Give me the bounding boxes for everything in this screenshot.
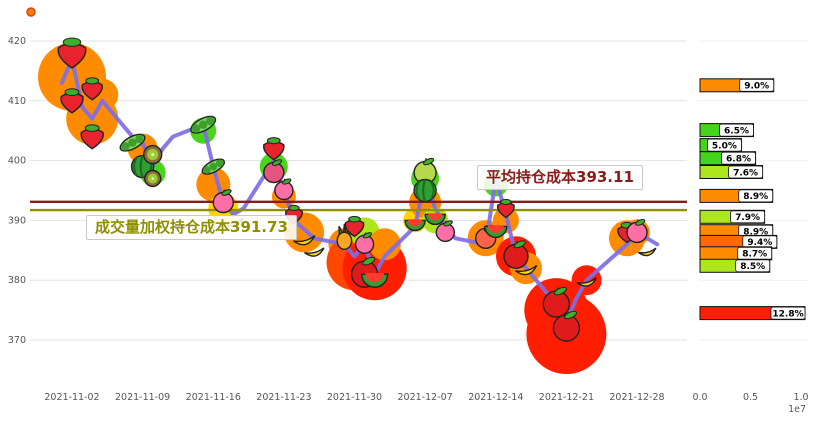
fruit-marker-banana [514,264,538,276]
fruit-marker-pomegranate [263,159,285,184]
fruit-marker-strawberry [496,198,515,219]
bar-label-box [730,210,765,224]
fruit-marker-watermelon-slice [484,225,508,239]
bar-label-box [707,138,742,152]
volume-profile-panel: 9.0%6.5%5.0%6.8%7.6%8.9%7.9%8.9%9.4%8.7%… [692,78,809,415]
y-tick-label: 420 [8,36,26,47]
y-tick-label: 410 [8,96,26,107]
fruit-marker-radish [435,220,455,243]
fruit-marker-pineapple [336,223,353,251]
fruit-marker-strawberry [81,77,104,101]
fruit-marker-radish [626,218,648,244]
fruit-marker-peas [201,158,226,175]
fruit-marker-watermelon [413,178,437,203]
vol-x-tick-label: 0.5 [743,392,758,403]
fruit-marker-banana [293,235,316,246]
bar-pct-label: 12.8% [772,309,803,319]
bar-pct-label: 5.0% [712,141,737,151]
fruit-marker-watermelon-slice [360,273,389,288]
fruit-marker-strawberry [262,137,285,161]
bar-label-box [738,189,774,203]
avg-cost-annotation: 平均持仓成本393.11 [477,165,643,190]
vol-x-tick-label: 0.0 [692,392,707,403]
y-tick-label: 390 [8,215,26,226]
bar-pct-label: 8.9% [743,228,768,238]
x-tick-label: 2021-12-28 [609,392,664,403]
x-tick-label: 2021-11-23 [256,392,311,403]
bar-pct-label: 9.0% [744,82,769,92]
x-tick-label: 2021-11-02 [44,392,99,403]
watermark-dot [26,7,36,17]
x-tick-label: 2021-11-30 [327,392,382,403]
vol-axis-unit-label: 1e7 [788,404,806,415]
y-tick-label: 400 [8,156,26,167]
fruit-marker-radish [354,232,375,255]
y-axis-labels: 370 380 390 400 410 420 [8,36,26,346]
fruit-marker-strawberry [57,37,87,69]
bar-label-box [728,165,763,179]
x-tick-label: 2021-11-09 [115,392,170,403]
fruit-marker-banana [637,247,657,257]
fruit-marker-peas [190,115,217,134]
bar-label-box [735,259,771,273]
bar-label-box [739,78,775,92]
fruit-marker-watermelon-slice [404,219,426,232]
fruit-marker-strawberry [60,88,84,114]
fruit-marker-banana [304,247,325,257]
bar-label-box [719,123,754,137]
fruit-marker-radish [212,189,235,214]
bar-label-box [770,306,806,320]
bar-pct-label: 9.4% [747,238,772,248]
fruit-markers [57,37,657,342]
fruit-marker-kiwi [142,144,163,165]
vwap-cost-annotation: 成交量加权持仓成本391.73 [86,215,297,240]
x-tick-label: 2021-12-21 [539,392,594,403]
volume-bubble [368,228,401,261]
fruit-marker-strawberry [344,215,365,238]
fruit-marker-kiwi [143,169,162,188]
y-tick-label: 370 [8,335,26,346]
fruit-marker-banana [576,277,597,287]
fruit-marker-watermelon-slice [424,213,446,226]
bar-pct-label: 8.9% [743,192,768,202]
x-tick-label: 2021-12-07 [397,392,452,403]
x-axis-labels: 2021-11-02 2021-11-09 2021-11-16 2021-11-23… [44,392,664,403]
fruit-marker-peas [119,133,146,152]
fruit-marker-strawberry [80,124,104,150]
bar-pct-label: 8.7% [742,250,767,260]
fruit-marker-apple [552,310,581,342]
bar-pct-label: 6.8% [726,155,751,165]
vol-x-tick-label: 1.0 [793,392,808,403]
bar-pct-label: 6.5% [724,126,749,136]
x-tick-label: 2021-11-16 [186,392,241,403]
fruit-marker-apple [503,240,529,269]
bar-pct-label: 7.6% [733,168,758,178]
bar-pct-label: 8.5% [740,262,765,272]
fruit-marker-apple [542,286,570,318]
x-tick-label: 2021-12-14 [468,392,523,403]
bar-pct-label: 7.9% [735,213,760,223]
fruit-marker-radish [274,178,294,201]
bar-label-box [721,151,756,165]
y-tick-label: 380 [8,275,26,286]
